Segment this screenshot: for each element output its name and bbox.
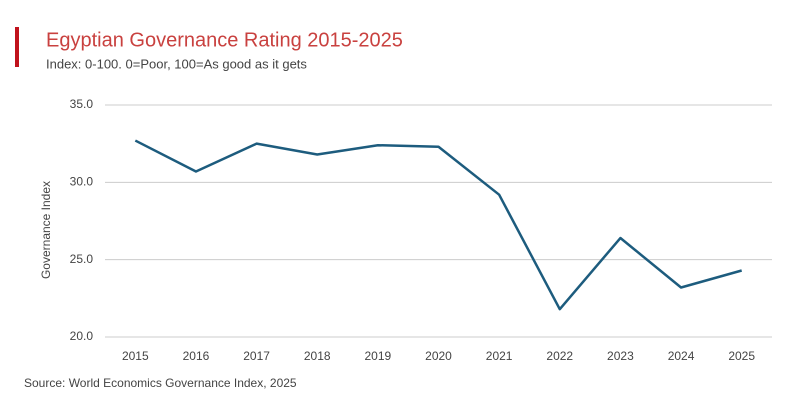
y-tick-label: 30.0 — [70, 175, 94, 189]
y-axis-label: Governance Index — [39, 181, 53, 279]
y-tick-label: 35.0 — [70, 97, 94, 111]
chart-subtitle: Index: 0-100. 0=Poor, 100=As good as it … — [46, 56, 307, 71]
x-tick-label: 2022 — [546, 349, 573, 363]
x-tick-label: 2019 — [365, 349, 392, 363]
x-tick-label: 2015 — [122, 349, 149, 363]
x-tick-label: 2025 — [728, 349, 755, 363]
x-tick-label: 2024 — [668, 349, 695, 363]
chart-title: Egyptian Governance Rating 2015-2025 — [46, 29, 403, 51]
x-tick-label: 2021 — [486, 349, 513, 363]
title-accent — [15, 27, 19, 67]
x-tick-label: 2018 — [304, 349, 331, 363]
x-tick-label: 2017 — [243, 349, 270, 363]
x-tick-label: 2016 — [183, 349, 210, 363]
x-tick-label: 2023 — [607, 349, 634, 363]
data-line — [134, 139, 743, 311]
source-note: Source: World Economics Governance Index… — [24, 376, 297, 390]
y-tick-label: 20.0 — [70, 329, 94, 343]
x-tick-label: 2020 — [425, 349, 452, 363]
y-tick-label: 25.0 — [70, 252, 94, 266]
